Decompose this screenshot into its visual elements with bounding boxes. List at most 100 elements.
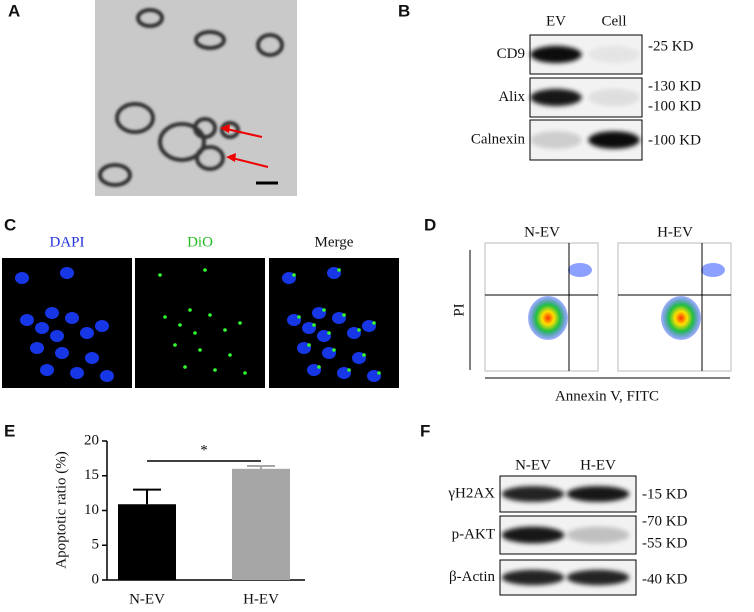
population xyxy=(528,296,568,340)
bar xyxy=(118,504,176,580)
micrograph xyxy=(135,258,265,388)
size-marker: -40 KD xyxy=(642,571,688,587)
row-label: CD9 xyxy=(497,46,525,62)
size-marker: -70 KD xyxy=(642,513,688,529)
nucleus xyxy=(100,370,114,382)
dio-spot xyxy=(238,321,242,325)
dio-spot xyxy=(183,365,187,369)
nucleus xyxy=(15,272,29,284)
dio-spot xyxy=(327,331,331,335)
dio-spot xyxy=(337,268,341,272)
band xyxy=(566,569,630,586)
annotation: * xyxy=(200,442,208,458)
dio-spot xyxy=(322,308,326,312)
dio-spot xyxy=(317,365,321,369)
band xyxy=(588,88,640,107)
dio-spot xyxy=(213,368,217,372)
dio-spot xyxy=(362,353,366,357)
group-label: N-EV xyxy=(524,224,560,240)
population xyxy=(568,263,592,277)
size-marker: -100 KD xyxy=(648,98,701,114)
lane-label: EV xyxy=(546,13,566,29)
lane-label: N-EV xyxy=(515,457,551,473)
dio-spot xyxy=(223,328,227,332)
row-label: Alix xyxy=(498,89,525,105)
dio-spot xyxy=(243,371,247,375)
row-label: Calnexin xyxy=(471,131,526,147)
nucleus xyxy=(70,367,84,379)
band xyxy=(501,486,565,502)
nucleus xyxy=(80,327,94,339)
x-tick-label: N-EV xyxy=(129,591,165,607)
nucleus xyxy=(95,320,109,332)
axis-label: Annexin V, FITC xyxy=(555,388,659,404)
population xyxy=(661,296,701,340)
dio-spot xyxy=(332,348,336,352)
nucleus xyxy=(20,314,34,326)
row-label: γH2AX xyxy=(447,485,495,501)
channel-label: Merge xyxy=(315,234,354,250)
band xyxy=(566,526,630,544)
band xyxy=(501,526,565,544)
panel-label: F xyxy=(420,421,430,440)
dio-spot xyxy=(357,328,361,332)
dio-spot xyxy=(307,343,311,347)
panel-label: C xyxy=(4,215,16,234)
dio-spot xyxy=(347,368,351,372)
dio-spot xyxy=(377,371,381,375)
axis-label: Apoptotic ratio (%) xyxy=(53,451,69,568)
dio-spot xyxy=(312,323,316,327)
dio-spot xyxy=(208,313,212,317)
size-marker: -25 KD xyxy=(648,38,694,54)
dio-spot xyxy=(158,273,162,277)
band xyxy=(566,486,630,502)
dio-spot xyxy=(178,323,182,327)
dio-spot xyxy=(198,348,202,352)
lane-label: Cell xyxy=(602,13,627,29)
nucleus xyxy=(65,312,79,324)
dio-spot xyxy=(292,273,296,277)
panel-label: E xyxy=(4,421,15,440)
tem-image xyxy=(95,0,297,196)
group-label: H-EV xyxy=(657,224,693,240)
size-marker: -100 KD xyxy=(648,132,701,148)
dio-spot xyxy=(173,343,177,347)
y-tick-label: 5 xyxy=(92,537,100,553)
band xyxy=(501,569,565,586)
channel-label: DiO xyxy=(187,234,213,250)
panel-label: D xyxy=(424,215,436,234)
y-tick-label: 0 xyxy=(92,571,100,587)
dio-spot xyxy=(342,313,346,317)
band xyxy=(530,88,582,107)
dio-spot xyxy=(372,321,376,325)
axis-label: PI xyxy=(451,303,467,316)
size-marker: -15 KD xyxy=(642,486,688,502)
nucleus xyxy=(45,307,59,319)
nucleus xyxy=(85,352,99,364)
nucleus xyxy=(50,330,64,342)
x-tick-label: H-EV xyxy=(243,591,279,607)
band xyxy=(530,131,582,149)
nucleus xyxy=(60,267,74,279)
dio-spot xyxy=(193,331,197,335)
nucleus xyxy=(35,322,49,334)
dio-spot xyxy=(163,315,167,319)
size-marker: -130 KD xyxy=(648,78,701,94)
row-label: β-Actin xyxy=(449,569,495,585)
nucleus xyxy=(30,342,44,354)
y-tick-label: 15 xyxy=(84,467,99,483)
bar xyxy=(232,468,290,580)
band xyxy=(588,45,640,64)
channel-label: DAPI xyxy=(49,234,84,250)
dio-spot xyxy=(188,308,192,312)
y-tick-label: 10 xyxy=(84,502,99,518)
dio-spot xyxy=(297,315,301,319)
band xyxy=(588,131,640,149)
size-marker: -55 KD xyxy=(642,535,688,551)
population xyxy=(701,263,725,277)
band xyxy=(530,45,582,64)
dio-spot xyxy=(228,353,232,357)
row-label: p-AKT xyxy=(452,526,495,542)
